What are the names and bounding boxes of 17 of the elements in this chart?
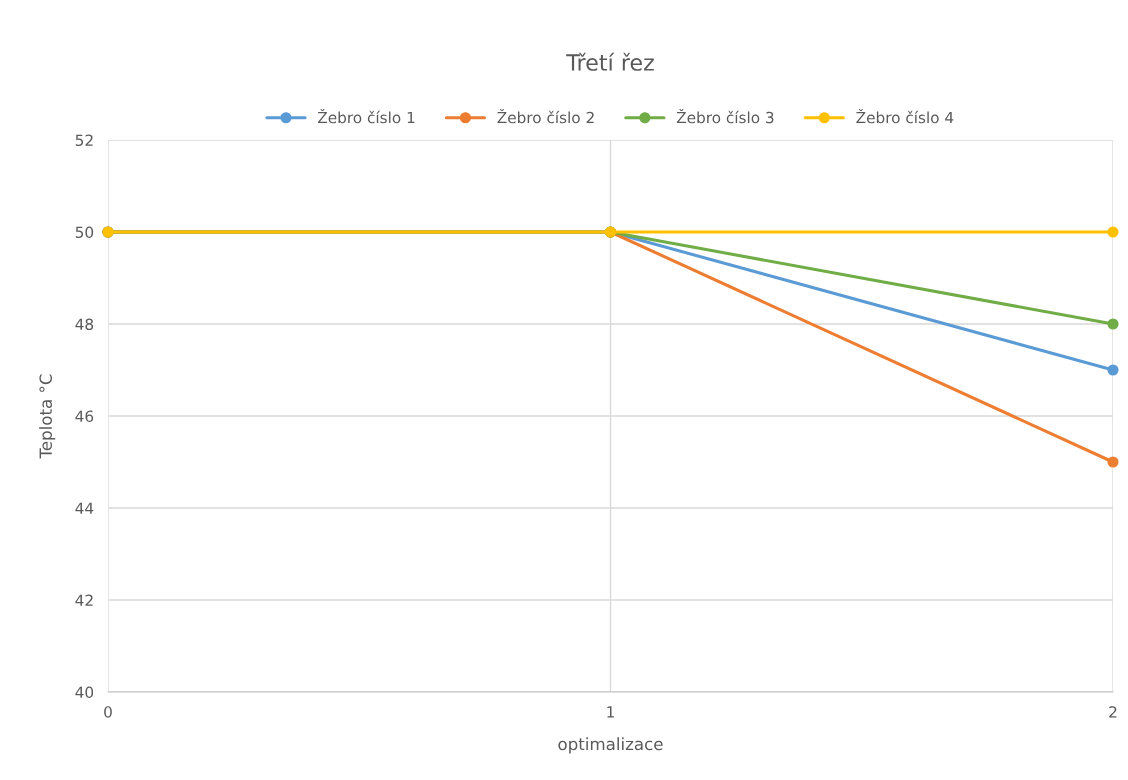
y-tick-label: 44 bbox=[75, 502, 94, 514]
legend-label: Žebro číslo 4 bbox=[856, 108, 954, 124]
y-axis-title: Teplota °C bbox=[39, 374, 56, 459]
legend-label: Žebro číslo 2 bbox=[497, 108, 594, 124]
legend-label: Žebro číslo 3 bbox=[676, 108, 774, 124]
x-tick-label: 1 bbox=[607, 706, 614, 718]
y-tick-label: 52 bbox=[75, 134, 93, 147]
y-tick-label: 46 bbox=[75, 410, 94, 423]
chart-title: Třetí řez bbox=[566, 52, 654, 71]
y-tick-label: 50 bbox=[75, 226, 94, 239]
x-tick-label: 0 bbox=[104, 706, 112, 718]
y-tick-label: 40 bbox=[75, 686, 94, 699]
x-axis-title: optimalizace bbox=[558, 737, 663, 754]
legend-label: Žebro číslo 1 bbox=[317, 108, 415, 124]
y-tick-label: 48 bbox=[75, 318, 94, 331]
y-tick-label: 42 bbox=[75, 594, 93, 606]
x-tick-label: 2 bbox=[1109, 706, 1117, 718]
